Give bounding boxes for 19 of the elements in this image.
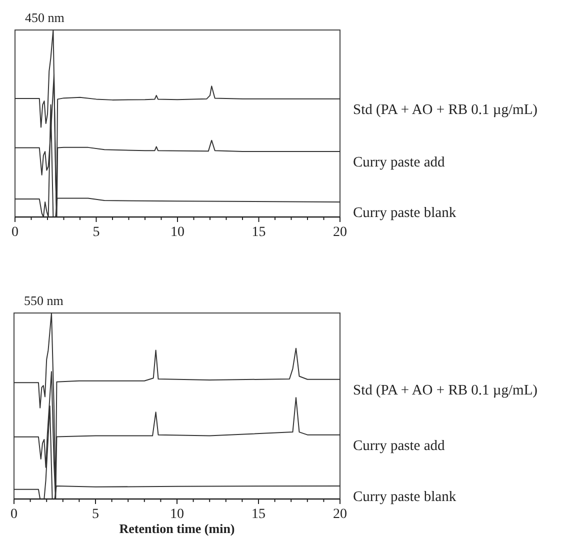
series-label: Curry paste add xyxy=(353,438,446,454)
x-tick-label: 20 xyxy=(333,225,347,240)
x-tick-label: 15 xyxy=(252,225,266,240)
chart-title: 550 nm xyxy=(24,293,64,308)
x-tick-label: 5 xyxy=(92,225,100,240)
x-tick-label: 5 xyxy=(92,507,99,522)
series-label: Curry paste blank xyxy=(353,205,457,222)
x-tick-label: 20 xyxy=(333,507,347,522)
chart-title: 450 nm xyxy=(25,10,64,25)
series-label: Curry paste add xyxy=(353,154,446,171)
x-tick-label: 10 xyxy=(170,225,184,240)
series-label: Std (PA + AO + RB 0.1 µg/mL) xyxy=(353,102,538,118)
x-axis-title: Retention time (min) xyxy=(119,521,235,536)
x-tick-label: 15 xyxy=(252,507,266,522)
x-tick-label: 0 xyxy=(10,507,18,522)
series-label: Curry paste blank xyxy=(353,488,457,505)
x-tick-label: 0 xyxy=(12,225,18,240)
series-label: Std (PA + AO + RB 0.1 µg/mL) xyxy=(353,382,538,398)
x-tick-label: 10 xyxy=(170,507,184,522)
